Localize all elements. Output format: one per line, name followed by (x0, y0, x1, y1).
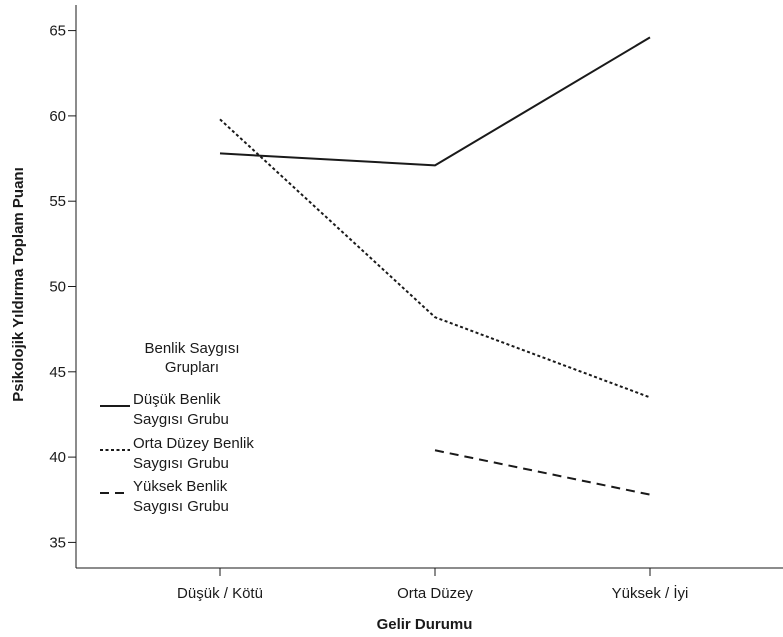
y-tick-label: 35 (49, 534, 66, 551)
y-tick-label: 65 (49, 23, 66, 40)
legend-label: Saygısı Grubu (133, 411, 229, 428)
series-line-2 (219, 118, 651, 399)
legend-label: Saygısı Grubu (133, 498, 229, 515)
legend-title: Grupları (165, 359, 219, 376)
y-tick-label: 50 (49, 279, 66, 296)
legend-label: Düşük Benlik (133, 391, 221, 408)
series-line-1 (219, 36, 651, 167)
series-line-3 (434, 449, 651, 496)
x-tick-label: Orta Düzey (397, 585, 473, 602)
y-axis-title: Psikolojik Yıldırma Toplam Puanı (10, 167, 27, 402)
x-tick-label: Yüksek / İyi (612, 584, 689, 602)
y-tick-label: 40 (49, 449, 66, 466)
x-tick-label: Düşük / Kötü (177, 585, 263, 602)
y-tick-label: 60 (49, 108, 66, 125)
y-tick-label: 55 (49, 193, 66, 210)
legend-label: Saygısı Grubu (133, 455, 229, 472)
legend-label: Orta Düzey Benlik (133, 435, 254, 452)
x-axis-title: Gelir Durumu (377, 616, 473, 633)
y-tick-label: 45 (49, 364, 66, 381)
legend-label: Yüksek Benlik (133, 478, 228, 495)
legend-title: Benlik Saygısı (144, 340, 239, 357)
